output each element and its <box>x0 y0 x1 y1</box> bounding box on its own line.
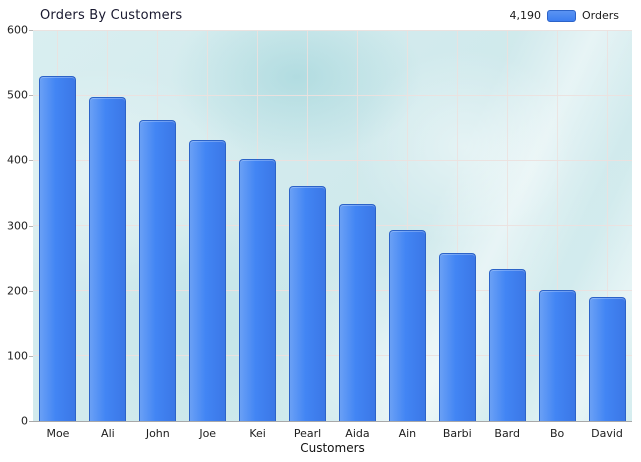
h-gridline-600 <box>33 30 632 31</box>
legend-total: 4,190 <box>509 9 542 22</box>
x-tick-label-david: David <box>591 427 623 440</box>
bar-david[interactable] <box>588 297 626 421</box>
chart-title: Orders By Customers <box>40 8 183 23</box>
bar-moe[interactable] <box>39 75 77 421</box>
y-tick-mark-200 <box>29 290 33 292</box>
x-tick-label-barbi: Barbi <box>442 427 472 440</box>
x-tick-label-bo: Bo <box>549 427 565 440</box>
x-tick-label-ali: Ali <box>101 427 115 440</box>
x-tick-label-kei: Kei <box>249 427 266 440</box>
h-gridline-200 <box>33 290 632 292</box>
v-gridline-barbi <box>456 30 458 421</box>
h-gridline-100 <box>33 355 632 357</box>
y-tick-label-400: 400 <box>7 153 28 167</box>
x-axis-line <box>29 421 632 422</box>
h-gridline-300 <box>33 225 632 226</box>
legend[interactable]: 4,190 Orders <box>510 9 620 22</box>
x-tick-label-john: John <box>145 427 170 440</box>
bar-bard[interactable] <box>488 269 526 421</box>
bar-aida[interactable] <box>338 204 376 421</box>
x-tick-label-moe: Moe <box>46 427 70 440</box>
y-tick-label-100: 100 <box>7 349 28 363</box>
bar-kei[interactable] <box>239 159 277 421</box>
v-gridline-bard <box>506 30 508 421</box>
y-tick-mark-100 <box>29 355 33 357</box>
v-gridline-ain <box>406 30 408 421</box>
bar-pearl[interactable] <box>289 186 327 421</box>
y-tick-mark-500 <box>29 95 33 97</box>
v-gridline-david <box>606 30 608 421</box>
x-tick-label-joe: Joe <box>199 427 217 440</box>
v-gridline-bo <box>556 30 558 421</box>
y-tick-label-600: 600 <box>7 23 28 37</box>
y-tick-mark-400 <box>29 160 33 162</box>
h-gridline-400 <box>33 159 632 161</box>
y-tick-mark-600 <box>29 30 33 31</box>
bar-barbi[interactable] <box>438 252 476 421</box>
bar-joe[interactable] <box>189 140 227 421</box>
bar-ain[interactable] <box>388 230 426 421</box>
y-tick-mark-300 <box>29 225 33 227</box>
x-tick-label-ain: Ain <box>398 427 417 440</box>
legend-series-label: Orders <box>582 9 619 22</box>
bar-bo[interactable] <box>538 290 576 421</box>
bar-john[interactable] <box>139 119 177 421</box>
plot-area <box>33 30 632 421</box>
legend-swatch-icon <box>547 9 576 22</box>
y-tick-label-500: 500 <box>7 88 28 102</box>
h-gridline-500 <box>33 94 632 96</box>
bar-ali[interactable] <box>89 97 127 421</box>
y-tick-label-300: 300 <box>7 219 28 232</box>
x-tick-label-bard: Bard <box>494 427 521 440</box>
x-axis-title: Customers <box>300 441 365 455</box>
x-tick-label-aida: Aida <box>345 427 370 440</box>
x-tick-label-pearl: Pearl <box>293 427 322 440</box>
y-tick-label-200: 200 <box>7 284 28 298</box>
y-tick-label-0: 0 <box>21 414 28 428</box>
